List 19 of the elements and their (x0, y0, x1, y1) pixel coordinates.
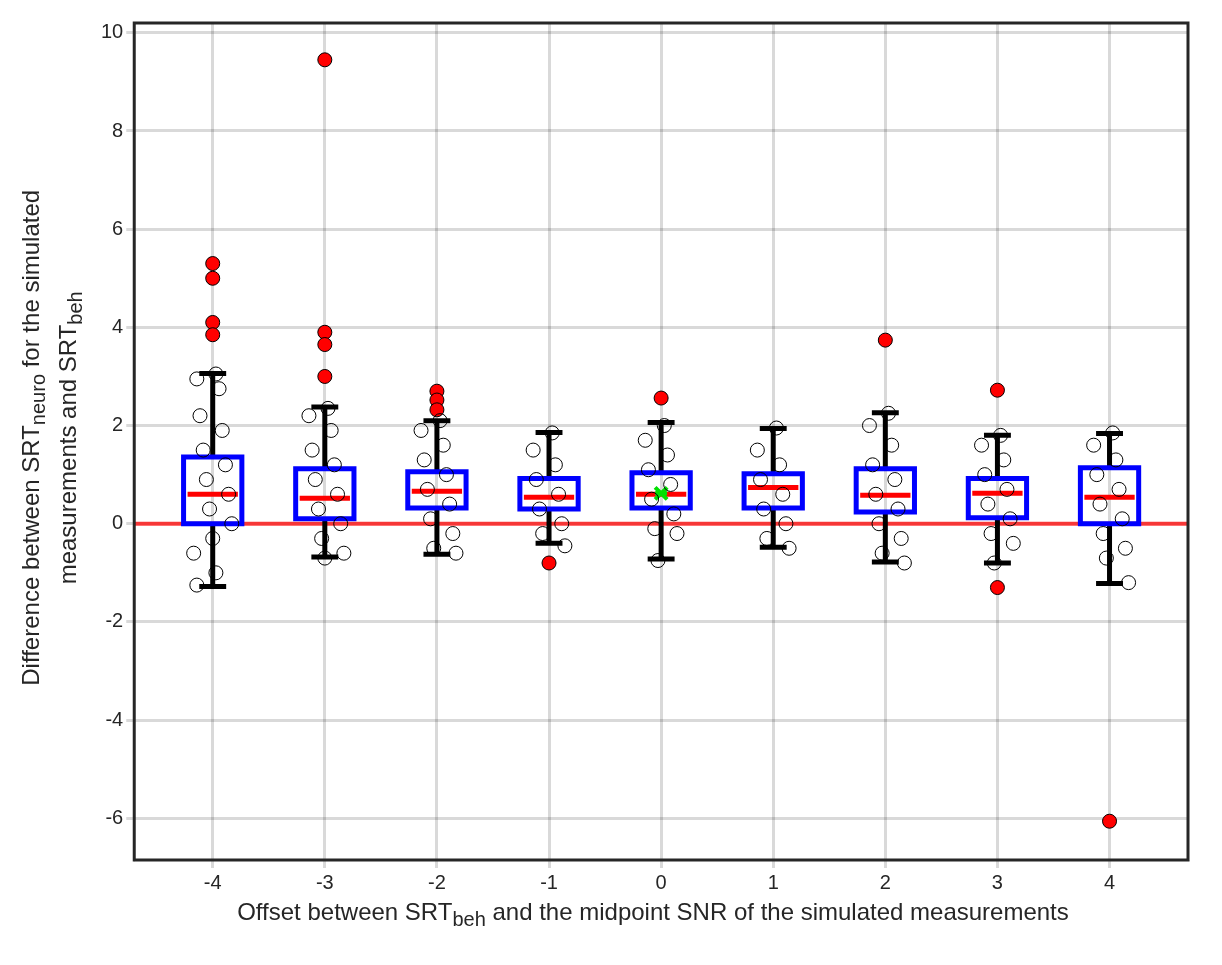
y-tick-label: -2 (105, 609, 124, 632)
x-tick-label: 3 (991, 870, 1003, 893)
y-tick-label: 8 (112, 118, 124, 141)
y-tick-label: -6 (105, 805, 124, 828)
x-tick-label: -1 (540, 870, 558, 893)
x-tick-label: 0 (655, 870, 667, 893)
y-tick-label: 2 (112, 413, 124, 436)
y-tick-label: 6 (112, 216, 124, 239)
x-tick-label: -2 (428, 870, 446, 893)
x-tick-label: 2 (879, 870, 891, 893)
x-tick-label: -3 (315, 870, 334, 893)
x-tick-label: 1 (767, 870, 779, 893)
x-axis-title: Offset between SRT$_{beh}$ and the midpoint SNR of the simulated measurements (236, 898, 1070, 931)
y-tick-label: 4 (112, 314, 124, 337)
y-tick-label: 0 (112, 511, 124, 534)
x-tick-label: 4 (1103, 870, 1116, 893)
y-tick-label: -4 (105, 707, 124, 730)
x-tick-label: -4 (203, 870, 222, 893)
y-tick-label: 10 (101, 20, 124, 43)
